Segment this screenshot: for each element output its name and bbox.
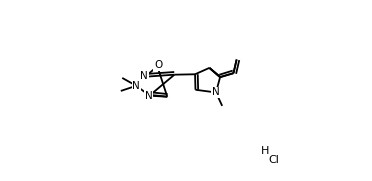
Text: H: H bbox=[261, 146, 270, 156]
Text: N: N bbox=[132, 81, 140, 91]
Text: N: N bbox=[140, 71, 148, 81]
Text: N: N bbox=[212, 87, 220, 97]
Text: O: O bbox=[154, 60, 162, 70]
Text: Cl: Cl bbox=[268, 155, 279, 165]
Text: N: N bbox=[145, 91, 153, 101]
